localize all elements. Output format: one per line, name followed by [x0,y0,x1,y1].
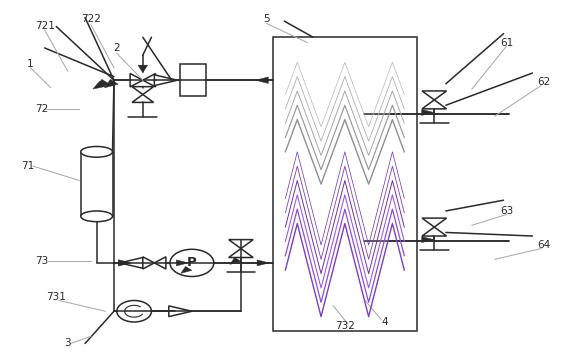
Polygon shape [119,257,143,268]
Polygon shape [154,257,166,269]
Circle shape [117,300,151,322]
Polygon shape [296,37,309,45]
Polygon shape [257,260,269,266]
Polygon shape [154,75,177,86]
Bar [273,37,417,331]
Polygon shape [143,257,154,269]
Polygon shape [364,235,389,247]
Polygon shape [230,257,241,264]
Polygon shape [356,111,369,117]
Text: 5: 5 [263,14,270,24]
Polygon shape [422,227,447,236]
Circle shape [170,249,214,277]
Ellipse shape [81,147,113,157]
Polygon shape [138,65,148,73]
Ellipse shape [81,211,113,222]
Text: 732: 732 [335,321,355,331]
Polygon shape [118,260,131,266]
Polygon shape [229,240,253,249]
Polygon shape [130,74,143,87]
Polygon shape [422,91,447,100]
Bar [180,64,206,96]
Text: P: P [187,256,197,269]
Text: 1: 1 [27,59,34,69]
Text: 722: 722 [81,14,101,24]
Polygon shape [422,236,434,243]
Text: 73: 73 [35,256,48,266]
Text: 4: 4 [382,317,389,327]
Polygon shape [104,79,118,88]
Text: 64: 64 [537,240,550,250]
Polygon shape [96,79,110,88]
Bar [81,152,113,216]
Polygon shape [132,87,154,95]
Polygon shape [422,109,434,116]
Polygon shape [229,249,253,257]
Polygon shape [422,218,447,227]
Polygon shape [132,95,154,103]
Polygon shape [169,306,192,317]
Polygon shape [93,81,106,89]
Text: 721: 721 [35,21,55,31]
Polygon shape [356,238,369,245]
Text: 62: 62 [537,77,550,87]
Polygon shape [181,266,192,273]
Text: 61: 61 [500,38,513,48]
Polygon shape [364,108,389,120]
Text: 71: 71 [21,161,34,171]
Text: 72: 72 [35,104,48,114]
Text: 63: 63 [500,206,513,216]
Polygon shape [143,74,155,87]
Polygon shape [176,260,188,266]
Text: 731: 731 [46,292,66,302]
Text: 2: 2 [114,43,120,53]
Polygon shape [422,100,447,109]
Text: 3: 3 [64,339,71,348]
Polygon shape [255,77,269,83]
